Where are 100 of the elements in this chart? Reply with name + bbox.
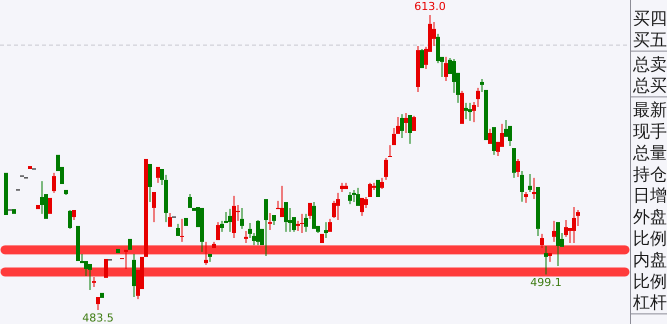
candlestick — [300, 213, 304, 234]
candlestick — [200, 208, 204, 252]
candlestick — [360, 198, 364, 216]
candlestick — [404, 112, 408, 134]
candlestick — [416, 45, 420, 92]
candlestick — [452, 58, 456, 94]
candlestick — [100, 292, 104, 298]
candlestick — [216, 222, 220, 240]
candlestick — [344, 182, 348, 190]
text: 最新 — [633, 100, 667, 121]
text: 买五 — [633, 30, 667, 50]
candlestick — [460, 90, 464, 124]
candlestick — [88, 264, 92, 290]
candlestick — [364, 196, 368, 208]
candlestick — [308, 202, 312, 220]
text: 总量 — [632, 143, 667, 164]
candlestick — [352, 189, 356, 203]
candlestick — [556, 222, 560, 267]
candlestick — [548, 253, 552, 262]
candlestick — [116, 248, 120, 254]
candlestick — [408, 115, 412, 144]
candlestick — [244, 230, 248, 244]
candlestick — [572, 206, 576, 244]
candlestick — [156, 166, 160, 184]
candlestick — [388, 144, 392, 158]
candlestick — [304, 213, 308, 232]
candlestick — [84, 261, 88, 277]
candlestick — [400, 114, 404, 139]
candlestick — [256, 220, 260, 246]
candlestick — [184, 218, 188, 226]
candlestick — [528, 174, 532, 192]
candlestick — [12, 209, 16, 214]
candlestick — [524, 192, 528, 204]
candlestick — [328, 218, 332, 232]
candlestick — [168, 212, 172, 227]
candlestick — [312, 202, 316, 229]
candlestick — [48, 198, 52, 214]
candlestick — [240, 207, 244, 230]
candlestick — [268, 212, 272, 231]
candlestick — [552, 220, 556, 242]
candlestick — [272, 215, 276, 226]
candlestick — [516, 158, 520, 178]
candlestick — [144, 158, 148, 257]
candlestick — [396, 116, 400, 134]
candlestick — [284, 202, 288, 232]
candlestick — [208, 254, 212, 262]
candlestick — [376, 180, 380, 198]
candlestick — [152, 192, 156, 223]
candlestick — [296, 220, 300, 232]
candlestick — [264, 199, 268, 257]
candlestick — [248, 222, 252, 239]
candlestick — [124, 250, 128, 270]
annotation: 613.0 — [414, 0, 446, 13]
candlestick — [72, 210, 76, 221]
candlestick — [232, 195, 236, 239]
candlestick — [336, 192, 340, 221]
candlestick — [28, 166, 32, 169]
candlestick — [340, 182, 344, 192]
text: 日增 — [633, 186, 667, 206]
candlestick — [204, 241, 208, 266]
candlestick — [64, 190, 68, 196]
text: 总买 — [632, 76, 667, 96]
text: 总卖 — [632, 54, 667, 75]
candlestick — [228, 208, 232, 232]
text: 买四 — [633, 9, 667, 29]
candlestick — [212, 241, 216, 248]
candlestick — [36, 204, 40, 210]
candlestick — [468, 102, 472, 122]
candlestick — [436, 33, 440, 64]
candlestick — [324, 222, 328, 239]
candlestick — [96, 297, 100, 310]
candlestick — [128, 238, 132, 250]
candlestick — [392, 127, 396, 146]
candlestick — [52, 172, 56, 194]
candlestick — [520, 170, 524, 202]
candlestick — [332, 200, 336, 218]
text: 持仓 — [633, 164, 667, 185]
text: 外盘 — [633, 208, 667, 228]
candlestick — [492, 127, 496, 156]
candlestick — [544, 245, 548, 275]
candlestick — [4, 172, 8, 216]
annotation: 483.5 — [82, 312, 114, 324]
candlestick — [476, 87, 480, 108]
candlestick — [320, 234, 324, 244]
candlestick — [444, 56, 448, 82]
candlestick — [532, 177, 536, 200]
candlestick — [148, 164, 152, 203]
candlestick — [512, 148, 516, 178]
text: 比例 — [633, 229, 667, 249]
candlestick — [132, 253, 136, 298]
candlestick — [280, 185, 284, 218]
text: 现手 — [633, 122, 667, 142]
candlestick — [488, 128, 492, 144]
candlestick — [356, 187, 360, 206]
candlestick — [104, 258, 108, 278]
text: 比例 — [633, 272, 667, 292]
candlestick — [220, 220, 224, 232]
text: 杠杆 — [632, 293, 667, 314]
candlestick — [180, 218, 184, 242]
text: 内盘 — [633, 250, 667, 270]
